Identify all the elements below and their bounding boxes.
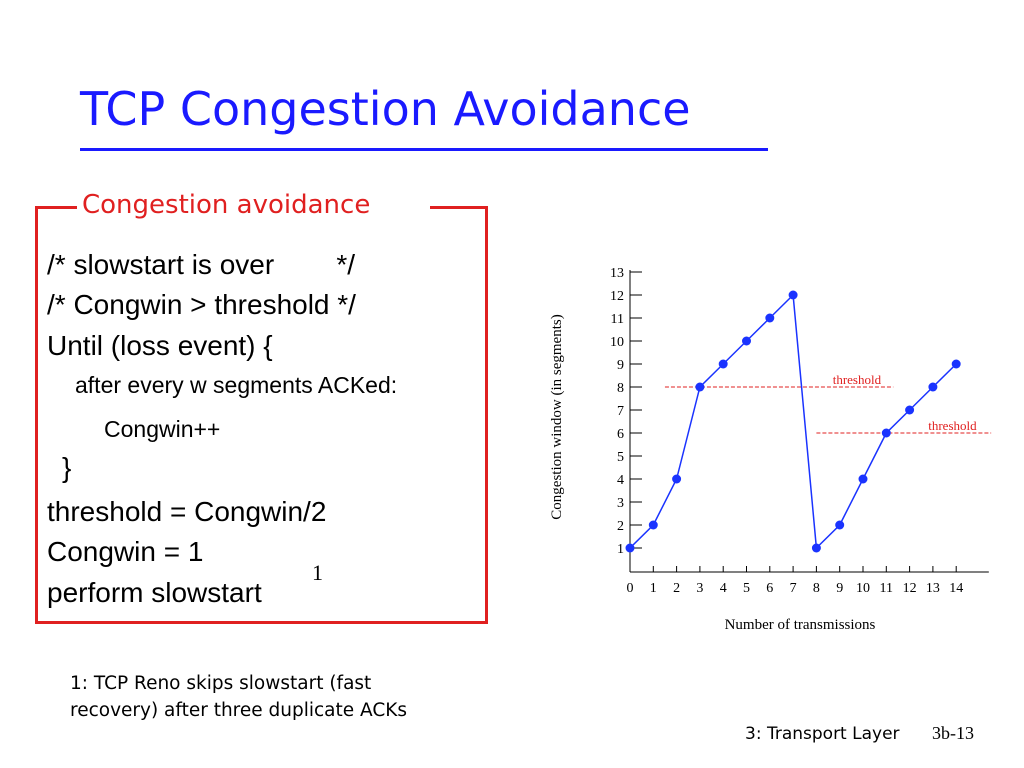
threshold-label: threshold xyxy=(928,418,977,433)
x-tick-label: 9 xyxy=(836,581,843,596)
footer-page-number: 3b-13 xyxy=(932,723,974,743)
code-line-8: Congwin = 1 xyxy=(47,536,204,567)
data-point xyxy=(765,313,775,323)
algorithm-box xyxy=(35,206,488,624)
y-tick-label: 6 xyxy=(617,427,624,442)
data-point xyxy=(835,520,845,530)
y-tick-label: 5 xyxy=(617,450,624,465)
chart-axes xyxy=(629,270,989,573)
code-line-9: perform slowstart xyxy=(47,577,262,608)
data-point xyxy=(672,474,682,484)
code-line-1: /* slowstart is over */ xyxy=(47,249,356,280)
box-border-top-left xyxy=(35,206,77,209)
data-point xyxy=(881,428,891,438)
algorithm-box-label: Congestion avoidance xyxy=(82,190,371,220)
x-tick-label: 4 xyxy=(720,581,727,596)
code-line-5: Congwin++ xyxy=(104,416,221,442)
slide-title: TCP Congestion Avoidance xyxy=(80,82,691,136)
data-point xyxy=(788,290,798,300)
y-tick-label: 3 xyxy=(617,496,624,511)
data-point xyxy=(648,520,658,530)
x-tick-label: 7 xyxy=(790,581,797,596)
data-point xyxy=(951,359,961,369)
x-tick-label: 11 xyxy=(880,581,893,596)
data-point xyxy=(811,543,821,553)
y-tick-label: 7 xyxy=(617,404,624,419)
x-tick-label: 14 xyxy=(949,581,963,596)
code-line-6: } xyxy=(62,452,72,483)
footnote: 1: TCP Reno skips slowstart (fast recove… xyxy=(70,670,407,724)
y-tick-label: 13 xyxy=(610,266,624,281)
code-line-7: threshold = Congwin/2 xyxy=(47,496,327,527)
title-underline xyxy=(80,148,768,151)
data-point xyxy=(905,405,915,415)
y-tick-label: 10 xyxy=(610,335,624,350)
x-tick-label: 0 xyxy=(627,581,634,596)
x-tick-label: 3 xyxy=(696,581,703,596)
box-border-top-right xyxy=(430,206,488,209)
y-tick-label: 9 xyxy=(617,358,624,373)
x-tick-label: 12 xyxy=(903,581,917,596)
x-tick-label: 5 xyxy=(743,581,750,596)
congestion-window-line xyxy=(629,293,957,550)
code-line-4: after every w segments ACKed: xyxy=(75,372,398,398)
y-tick-label: 4 xyxy=(617,473,624,488)
data-point xyxy=(695,382,705,392)
x-tick-label: 13 xyxy=(926,581,940,596)
x-tick-label: 10 xyxy=(856,581,870,596)
x-tick-label: 8 xyxy=(813,581,820,596)
data-point xyxy=(928,382,938,392)
data-point xyxy=(625,543,635,553)
y-tick-label: 12 xyxy=(610,289,624,304)
y-tick-label: 1 xyxy=(617,542,624,557)
footnote-marker: 1 xyxy=(312,560,323,585)
chart-annotations: threshold threshold xyxy=(664,372,992,434)
x-tick-label: 6 xyxy=(766,581,773,596)
data-point xyxy=(718,359,728,369)
y-tick-label: 8 xyxy=(617,381,624,396)
code-line-3: Until (loss event) { xyxy=(47,330,273,361)
chart-series xyxy=(625,290,961,553)
x-tick-label: 1 xyxy=(650,581,657,596)
footer-section: 3: Transport Layer xyxy=(745,724,900,744)
footnote-line-1: 1: TCP Reno skips slowstart (fast xyxy=(70,673,372,694)
y-tick-label: 11 xyxy=(611,312,624,327)
footnote-line-2: recovery) after three duplicate ACKs xyxy=(70,700,408,721)
x-tick-label: 2 xyxy=(673,581,680,596)
threshold-label: threshold xyxy=(833,372,882,387)
y-tick-label: 2 xyxy=(617,519,624,534)
x-axis-label: Number of transmissions xyxy=(725,617,876,633)
code-line-2: /* Congwin > threshold */ xyxy=(47,289,356,320)
data-point xyxy=(742,336,751,346)
data-point xyxy=(858,474,868,484)
y-axis-label: Congestion window (in segments) xyxy=(549,314,565,519)
